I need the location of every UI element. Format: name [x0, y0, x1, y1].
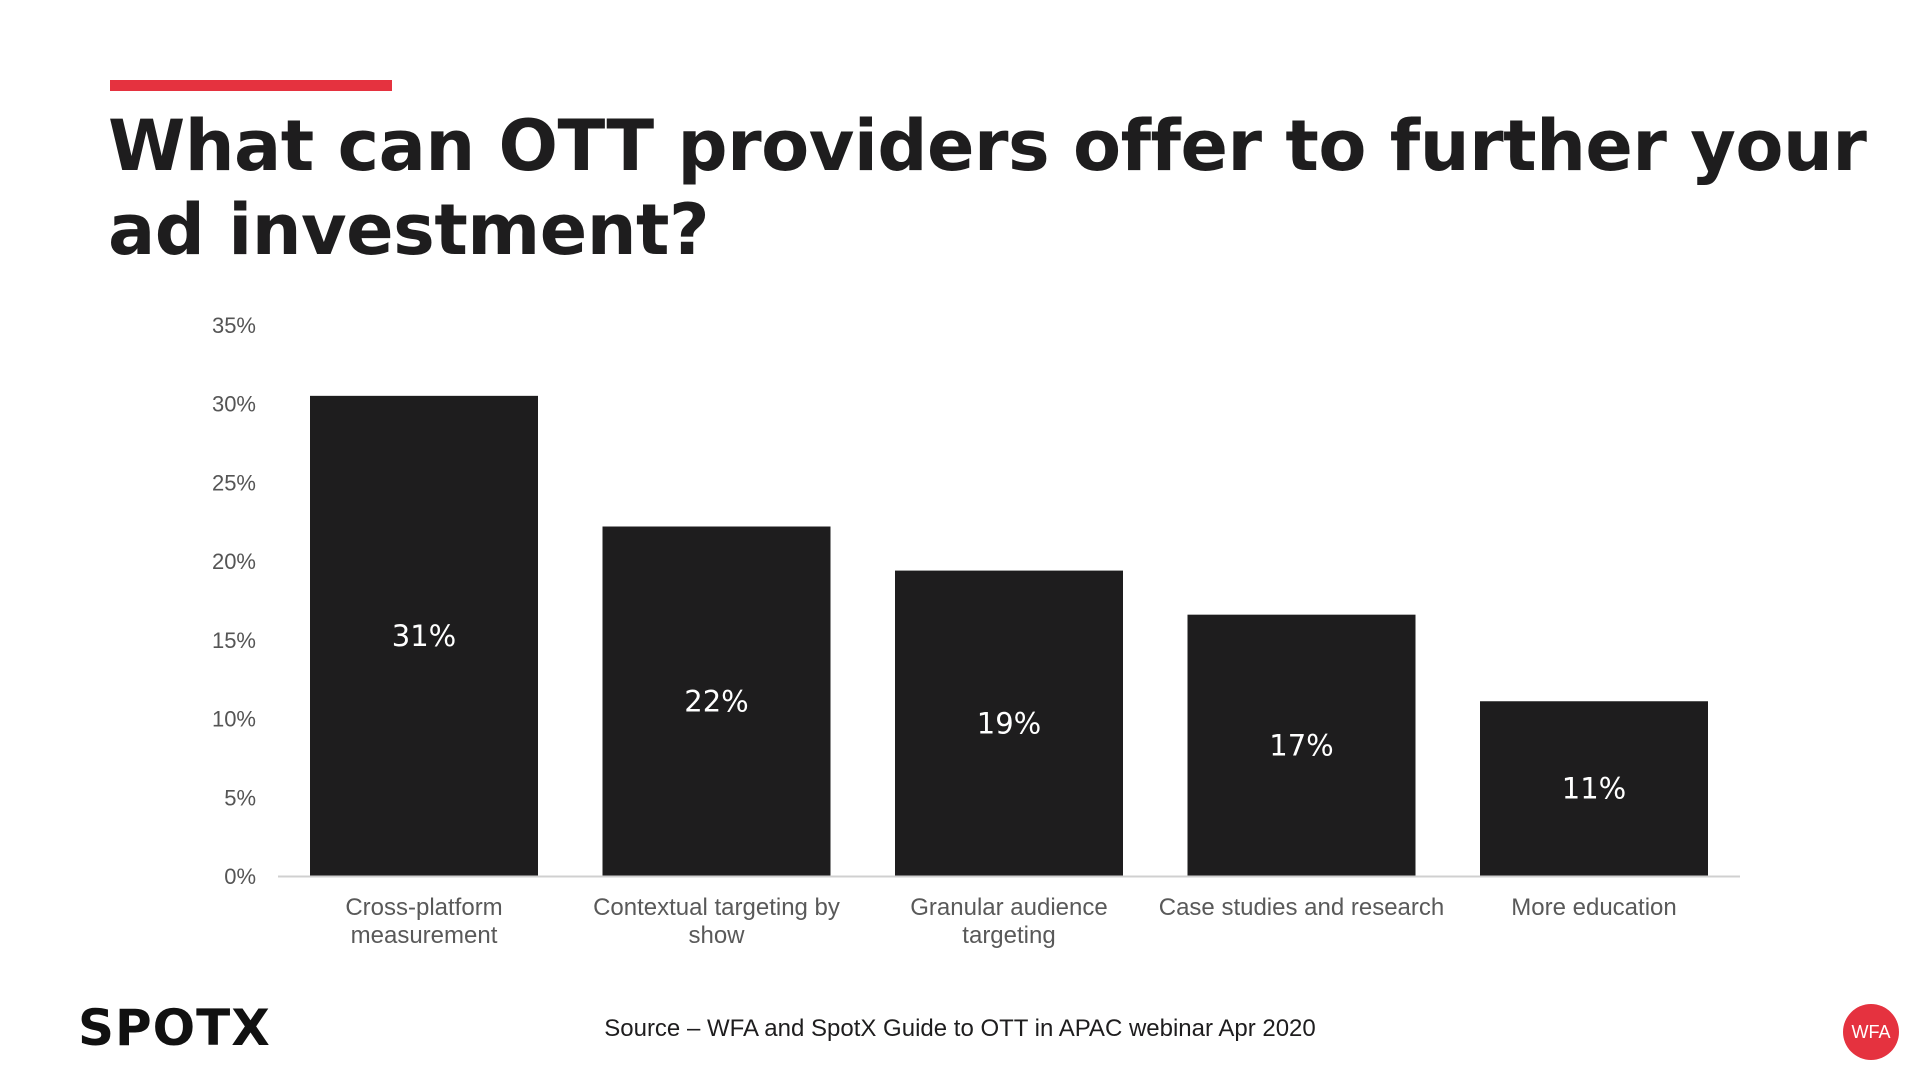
- x-category-label: Granular audience targeting: [910, 894, 1107, 949]
- bar: [602, 526, 831, 876]
- slide-title: What can OTT providers offer to further …: [108, 105, 1867, 271]
- y-tick-label: 25%: [212, 470, 256, 495]
- bar-chart: 0% 5% 10% 15% 20% 25% 30% 35% 31% Cross-platform m…: [212, 313, 1740, 949]
- x-category-label: Case studies and research: [1159, 894, 1445, 921]
- bar-data-label: 22%: [684, 684, 748, 718]
- y-tick-label: 35%: [212, 313, 256, 338]
- y-tick-label: 20%: [212, 549, 256, 574]
- x-category-label: More education: [1511, 894, 1676, 921]
- bar-data-label: 31%: [392, 619, 456, 653]
- bar-data-label: 11%: [1562, 772, 1626, 806]
- y-tick-label: 0%: [224, 864, 256, 889]
- source-note: Source – WFA and SpotX Guide to OTT in A…: [604, 1015, 1316, 1042]
- wfa-badge: WFA: [1843, 1004, 1899, 1060]
- bar: [1480, 701, 1708, 876]
- bar: [895, 570, 1123, 876]
- title-accent-bar: [110, 80, 392, 91]
- y-tick-label: 30%: [212, 392, 256, 417]
- y-tick-label: 10%: [212, 707, 256, 732]
- bar: [310, 395, 538, 876]
- bar: [1187, 614, 1416, 876]
- y-tick-label: 15%: [212, 628, 256, 653]
- bar-data-label: 17%: [1269, 728, 1333, 762]
- x-category-label: Cross-platform measurement: [345, 894, 502, 949]
- spotx-logo: SPOTX: [78, 999, 271, 1057]
- x-category-label: Contextual targeting by show: [593, 894, 840, 949]
- bar-data-label: 19%: [977, 706, 1041, 740]
- y-tick-label: 5%: [224, 785, 256, 810]
